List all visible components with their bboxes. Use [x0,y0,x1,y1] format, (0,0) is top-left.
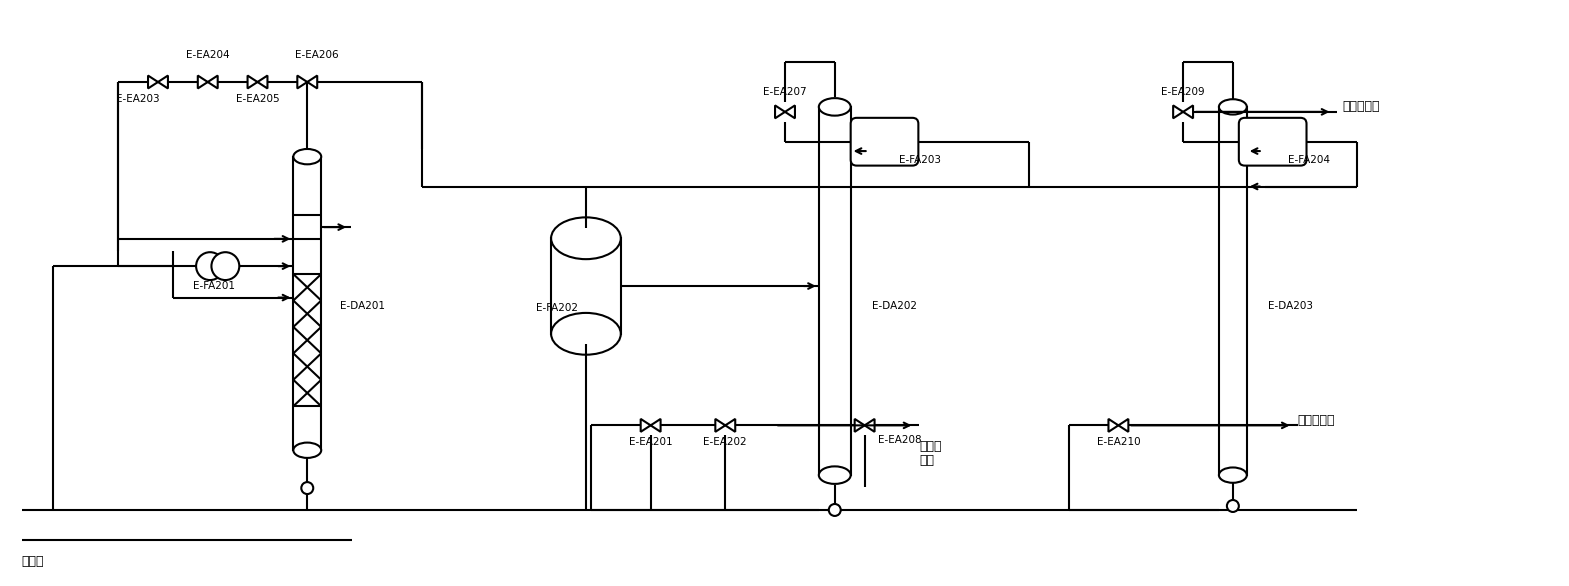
Text: 去脱乙烷塔: 去脱乙烷塔 [1298,414,1335,427]
Ellipse shape [1219,468,1247,483]
Polygon shape [198,76,207,88]
Text: E-EA209: E-EA209 [1161,87,1205,97]
Text: 甲烷、氢气: 甲烷、氢气 [1343,100,1379,113]
Polygon shape [158,76,168,88]
Circle shape [828,504,841,516]
Text: E-EA207: E-EA207 [763,87,806,97]
Text: E-FA203: E-FA203 [899,155,941,165]
Text: E-FA202: E-FA202 [537,303,579,313]
Polygon shape [1183,105,1192,118]
Text: E-EA208: E-EA208 [877,435,921,445]
Ellipse shape [293,442,322,458]
Polygon shape [207,76,218,88]
Ellipse shape [819,466,850,484]
Text: E-FA204: E-FA204 [1288,155,1329,165]
Text: E-DA202: E-DA202 [872,301,916,311]
Polygon shape [248,76,257,88]
Circle shape [196,252,224,280]
Polygon shape [147,76,158,88]
Text: E-EA210: E-EA210 [1097,437,1141,447]
Circle shape [212,252,240,280]
Text: E-EA204: E-EA204 [187,50,229,60]
Polygon shape [308,76,317,88]
Ellipse shape [1219,99,1247,114]
Text: E-EA205: E-EA205 [235,94,279,104]
Polygon shape [784,105,795,118]
Polygon shape [640,419,651,432]
Polygon shape [715,419,725,432]
Polygon shape [297,76,308,88]
Polygon shape [1174,105,1183,118]
Circle shape [1227,500,1240,512]
Text: E-EA202: E-EA202 [703,437,747,447]
Circle shape [301,482,314,494]
Text: E-DA201: E-DA201 [340,301,384,311]
Bar [1219,107,1247,475]
Text: E-DA203: E-DA203 [1268,301,1313,311]
Bar [551,239,621,334]
FancyBboxPatch shape [1240,118,1307,166]
Text: E-FA201: E-FA201 [193,281,235,291]
Polygon shape [651,419,661,432]
Bar [293,156,322,450]
Ellipse shape [293,149,322,164]
Ellipse shape [819,98,850,115]
Text: 去脱乙
烷塔: 去脱乙 烷塔 [919,440,941,467]
Ellipse shape [551,217,621,259]
Polygon shape [1108,419,1119,432]
Polygon shape [1119,419,1128,432]
Polygon shape [855,419,865,432]
Text: E-EA201: E-EA201 [629,437,673,447]
Text: E-EA203: E-EA203 [116,94,160,104]
Polygon shape [775,105,784,118]
Text: 裂解气: 裂解气 [22,555,44,568]
Polygon shape [865,419,874,432]
Polygon shape [257,76,267,88]
Polygon shape [725,419,736,432]
Bar [819,107,850,475]
Ellipse shape [551,313,621,355]
FancyBboxPatch shape [850,118,918,166]
Text: E-EA206: E-EA206 [295,50,339,60]
